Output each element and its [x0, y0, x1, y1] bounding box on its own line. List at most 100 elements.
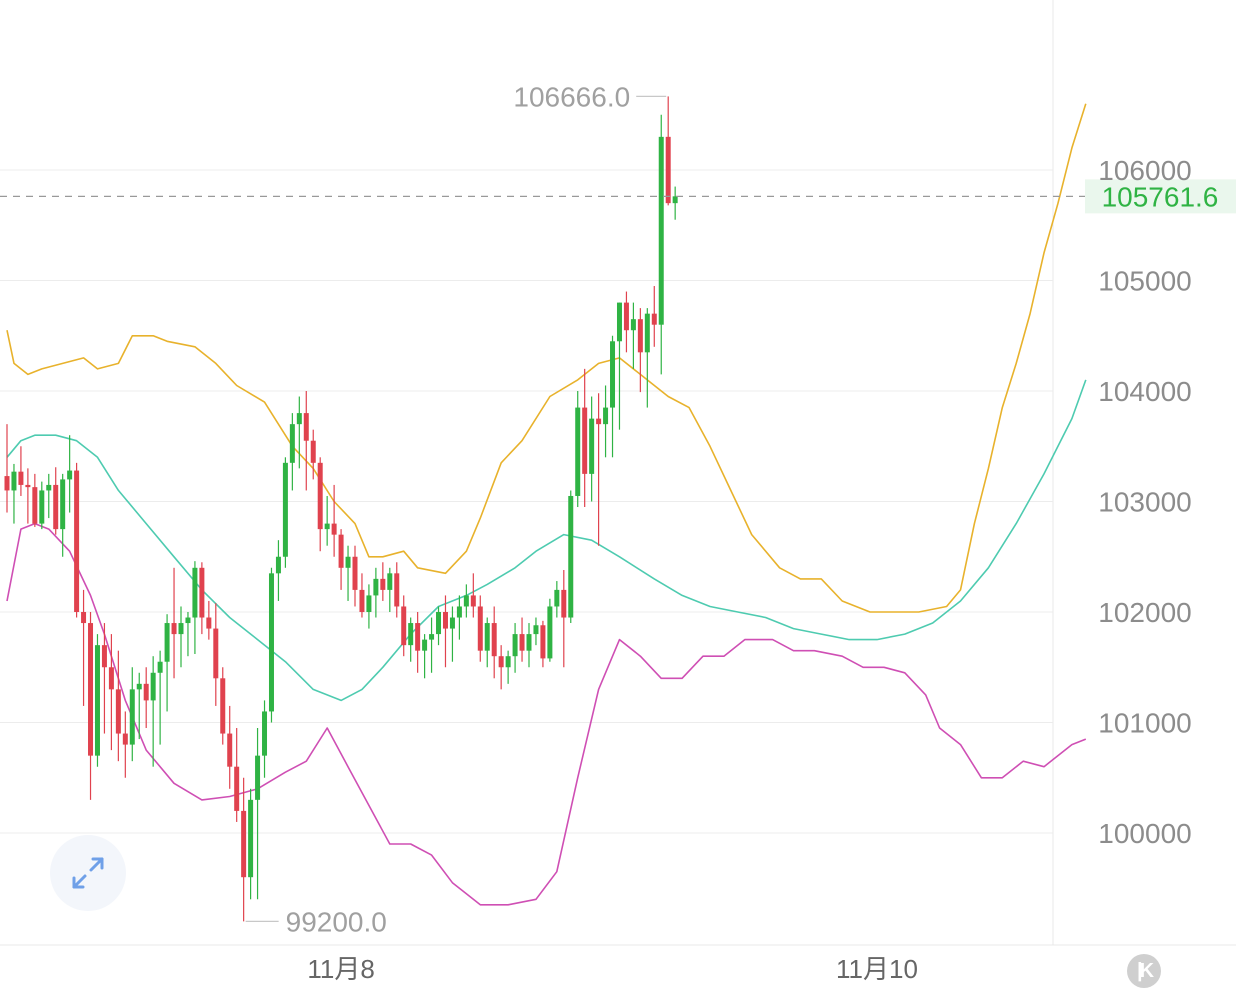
candle-body [637, 319, 643, 353]
candle-up [289, 413, 295, 491]
candle-body [387, 573, 393, 590]
candle-down [477, 595, 483, 662]
scroll-to-latest-icon: |K [1136, 959, 1154, 982]
candle-body [408, 623, 414, 646]
candle-body [241, 810, 247, 878]
candle-body [651, 313, 657, 325]
candle-body [505, 656, 511, 668]
scroll-to-latest-button[interactable]: |K [1127, 954, 1161, 988]
candle-body [255, 755, 261, 800]
candle-body [491, 623, 497, 657]
candle-down [310, 429, 316, 480]
current-price-tag [1085, 179, 1236, 214]
candle-up [630, 302, 636, 369]
candle-up [94, 634, 100, 767]
candle-body [74, 470, 80, 612]
x-tick-label: 11月8 [307, 954, 374, 984]
candle-body [498, 656, 504, 668]
candle-down [498, 645, 504, 690]
candle-body [94, 645, 100, 756]
candle-up [129, 667, 135, 762]
candle-body [185, 617, 191, 624]
candle-body [296, 413, 302, 425]
candle-body [227, 733, 233, 767]
candle-body [289, 424, 295, 463]
candle-down [470, 573, 476, 618]
candle-body [122, 733, 128, 745]
candle-down [53, 467, 59, 535]
candle-body [456, 606, 462, 618]
y-tick-label: 103000 [1098, 487, 1191, 518]
candle-body [46, 484, 52, 491]
candle-up [255, 728, 261, 900]
y-tick-label: 100000 [1098, 818, 1191, 849]
candle-up [178, 606, 184, 668]
candle-up [547, 598, 553, 662]
candle-up [436, 606, 442, 646]
candle-body [394, 573, 400, 607]
candle-up [603, 385, 609, 458]
candle-body [554, 589, 560, 607]
candle-down [415, 612, 421, 673]
candle-up [554, 581, 560, 618]
x-tick-label: 11月10 [836, 954, 918, 984]
candle-body [519, 634, 525, 651]
candle-body [373, 578, 379, 596]
candle-down [88, 612, 94, 800]
candle-body [380, 578, 386, 590]
candle-up [568, 490, 574, 624]
candle-body [422, 639, 428, 651]
candle-up [345, 545, 351, 601]
candle-up [268, 567, 274, 723]
candle-body [630, 319, 636, 331]
candle-body [53, 484, 59, 530]
candle-body [206, 617, 212, 629]
candle-up [610, 335, 616, 458]
candle-down [582, 368, 588, 508]
candle-up [644, 308, 650, 408]
candle-body [18, 471, 24, 485]
candle-body [449, 617, 455, 629]
candle-down [665, 96, 671, 206]
candle-body [32, 487, 38, 524]
candle-down [540, 620, 546, 668]
candle-down [32, 473, 38, 527]
high-price-label: 106666.0 [513, 81, 630, 112]
candle-down [101, 623, 107, 734]
candle-body [25, 484, 31, 488]
candle-up [157, 650, 163, 745]
candle-body [60, 479, 66, 530]
low-price-label: 99200.0 [286, 906, 387, 937]
candle-down [561, 570, 567, 668]
candle-down [213, 603, 219, 706]
candle-down [227, 705, 233, 789]
candle-body [101, 645, 107, 668]
candle-down [234, 728, 240, 822]
candle-body [616, 302, 622, 342]
candle-body [303, 413, 309, 441]
candle-body [171, 623, 177, 635]
candle-body [359, 589, 365, 612]
candle-body [568, 495, 574, 618]
candle-body [603, 407, 609, 425]
candle-body [540, 625, 546, 659]
candle-up [505, 650, 511, 684]
y-tick-label: 105000 [1098, 266, 1191, 297]
candle-up [456, 595, 462, 640]
candle-up [589, 396, 595, 502]
candle-body [575, 407, 581, 496]
candle-down [4, 424, 10, 513]
candle-body [526, 634, 532, 651]
candle-body [115, 689, 121, 734]
candle-down [108, 634, 114, 751]
candle-down [303, 391, 309, 491]
expand-chart-button[interactable] [50, 835, 126, 911]
candle-body [582, 407, 588, 474]
y-tick-label: 102000 [1098, 597, 1191, 628]
candle-up [150, 656, 156, 767]
candle-body [401, 606, 407, 646]
candle-up [408, 617, 414, 662]
candle-body [150, 672, 156, 701]
candle-body [547, 606, 553, 659]
